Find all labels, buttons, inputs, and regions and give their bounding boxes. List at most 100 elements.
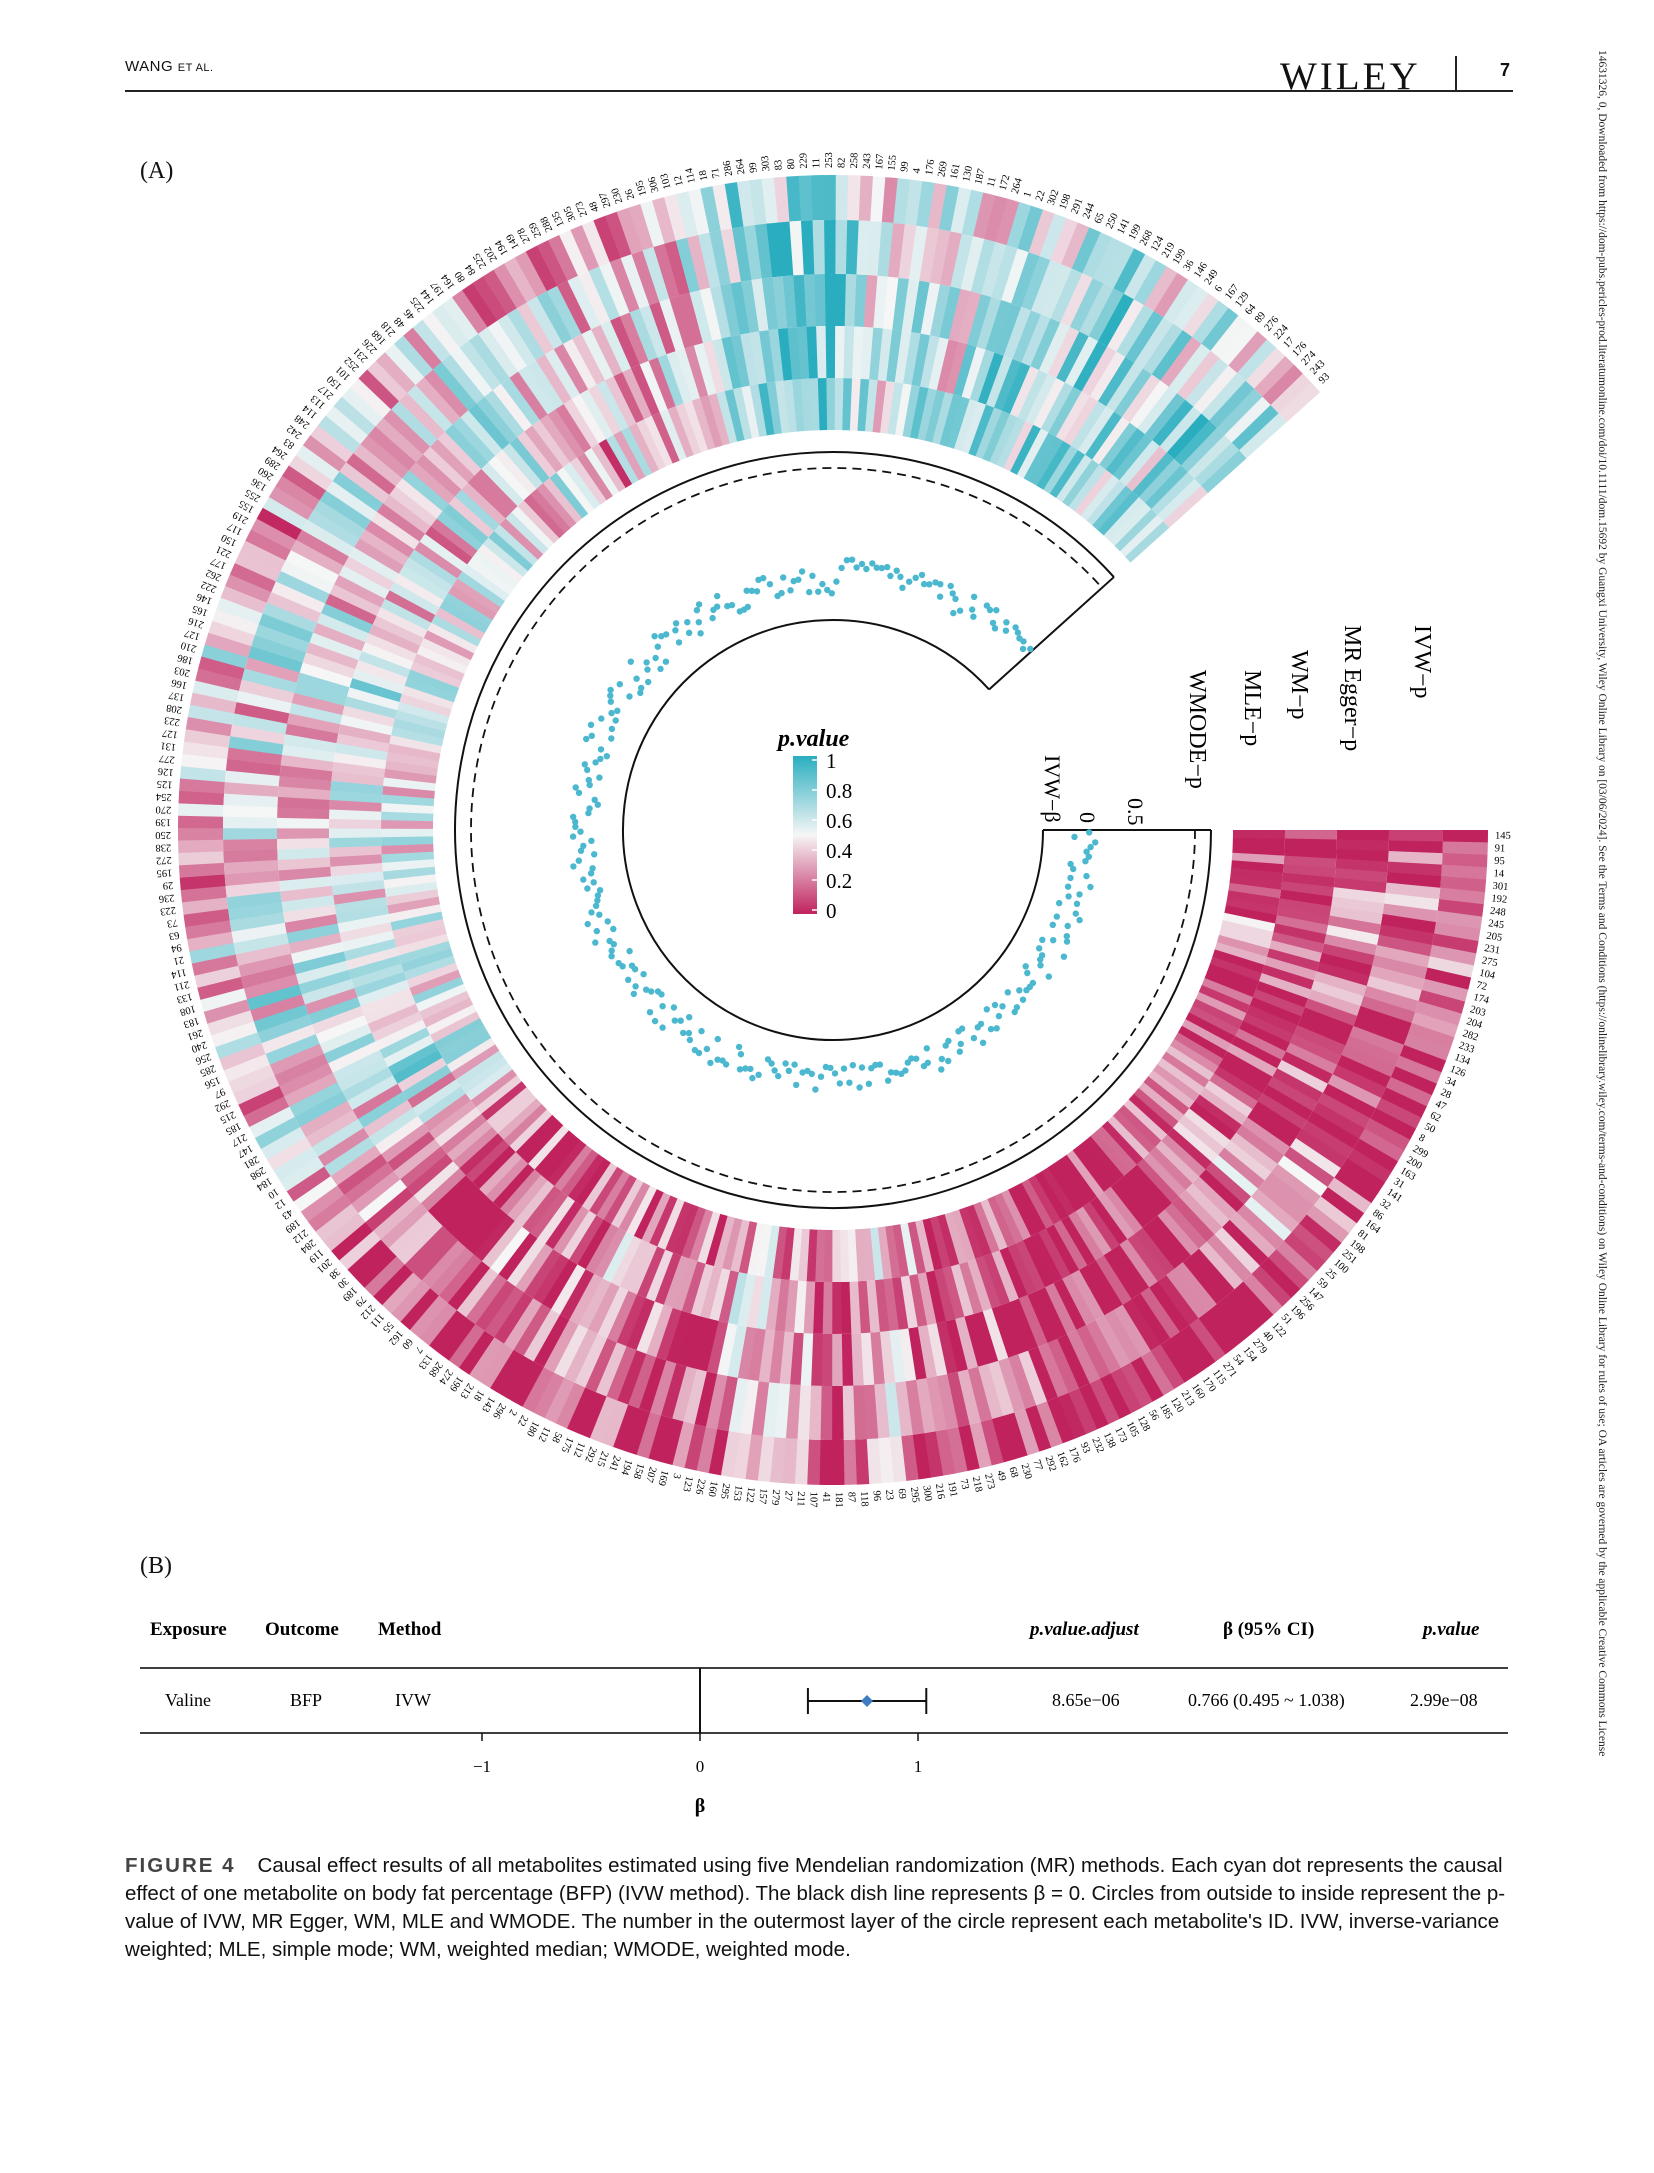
beta-dot [970, 1034, 978, 1042]
heatmap-cell [655, 1307, 682, 1361]
heatmap-cell [866, 221, 883, 276]
beta-dot [735, 1043, 743, 1051]
heatmap-cell [262, 602, 318, 633]
metabolite-id: 11 [986, 176, 999, 188]
heatmap-cell [981, 242, 1008, 298]
heatmap-cell [372, 1194, 421, 1240]
heatmap-cell [957, 1424, 980, 1472]
caption-text: Causal effect results of all metabolites… [125, 1854, 1506, 1961]
beta-dot [1076, 916, 1083, 924]
beta-dot [707, 1059, 714, 1067]
heatmap-cell [300, 1185, 345, 1222]
heatmap-cell [892, 277, 910, 331]
heatmap-cell [1177, 350, 1220, 401]
heatmap-cell [462, 282, 498, 328]
metabolite-id: 83 [773, 159, 785, 170]
heatmap-cell [1109, 502, 1152, 547]
metabolite-id: 272 [156, 854, 172, 866]
heatmap-cell [1025, 374, 1057, 425]
heatmap-cell [1442, 841, 1488, 856]
heatmap-cell [380, 1123, 430, 1163]
metabolite-id: 275 [1481, 955, 1499, 969]
heatmap-cell [279, 1062, 333, 1097]
heatmap-cell [1152, 399, 1194, 447]
heatmap-cell [228, 1064, 275, 1094]
heatmap-cell [224, 781, 279, 797]
heatmap-cell [533, 1314, 570, 1368]
metabolite-id: 65 [1093, 211, 1107, 225]
heatmap-cell [1017, 370, 1049, 422]
heatmap-cell [718, 1270, 739, 1323]
beta-dots [569, 556, 1099, 1093]
heatmap-cell [486, 1086, 532, 1128]
heatmap-cell [1249, 997, 1302, 1026]
heatmap-cell [1097, 357, 1135, 407]
heatmap-cell [1173, 420, 1218, 466]
beta-dot [580, 876, 587, 883]
beta-dot [799, 1069, 806, 1076]
heatmap-cell [181, 896, 229, 915]
heatmap-cell [277, 806, 330, 820]
beta-dot [569, 833, 577, 840]
heatmap-cell [636, 1246, 666, 1298]
heatmap-cell [282, 744, 336, 762]
heatmap-cell [308, 996, 361, 1025]
heatmap-cell [737, 1326, 757, 1380]
heatmap-cell [1105, 428, 1146, 476]
header-method: Method [378, 1619, 442, 1640]
metabolite-id: 250 [155, 829, 171, 840]
heatmap-cell [222, 827, 278, 840]
heatmap-cell [1352, 1138, 1399, 1173]
heatmap-cell [950, 233, 974, 289]
heatmap-cell [577, 1391, 607, 1439]
heatmap-cell [381, 851, 435, 863]
heatmap-cell [544, 1200, 583, 1250]
heatmap-cell [1395, 1055, 1442, 1085]
beta-dot [614, 707, 621, 714]
heatmap-cell [1250, 1188, 1300, 1233]
heatmap-cell [659, 298, 686, 352]
metabolite-id: 23 [883, 1489, 895, 1500]
heatmap-cell [680, 1206, 706, 1259]
heatmap-cell [472, 550, 519, 589]
beta-dot [1039, 936, 1046, 943]
heatmap-cell [1306, 1205, 1350, 1244]
beta-dot [987, 1025, 995, 1033]
heatmap-cell [1099, 422, 1138, 470]
beta-dot [596, 774, 603, 781]
heatmap-cell [1021, 256, 1051, 311]
heatmap-cell [1187, 435, 1233, 480]
metabolite-id: 295 [718, 1482, 731, 1499]
heatmap-cell [472, 276, 508, 321]
heatmap-cell [1441, 853, 1488, 868]
beta-dot [970, 613, 977, 620]
heatmap-cell [457, 1201, 501, 1248]
row-pvalue: 2.99e−08 [1410, 1690, 1478, 1710]
heatmap-cell [1159, 406, 1202, 453]
heatmap-cell [666, 351, 693, 404]
heatmap-cell [434, 1106, 482, 1147]
heatmap-cell [247, 645, 303, 673]
heatmap-cell [239, 679, 295, 704]
heatmap-cell [889, 1436, 907, 1483]
beta-dot [597, 755, 604, 763]
heatmap-cell [389, 581, 440, 616]
heatmap-cell [532, 1372, 565, 1419]
heatmap-cell [1440, 876, 1487, 893]
heatmap-cell [877, 328, 893, 382]
heatmap-cell [285, 549, 340, 585]
heatmap-cell [1068, 464, 1107, 512]
heatmap-cell [302, 434, 347, 472]
beta-dot [989, 619, 997, 627]
heatmap-cell [330, 780, 384, 795]
heatmap-cell [323, 1136, 376, 1177]
heatmap-cell [243, 1095, 290, 1128]
heatmap-cell [394, 709, 448, 732]
heatmap-cell [1307, 989, 1361, 1017]
heatmap-cell [1252, 1101, 1302, 1139]
beta-dot [633, 675, 640, 682]
metabolite-id: 216 [187, 615, 205, 630]
metabolite-id: 87 [845, 1492, 856, 1503]
heatmap-cell [1125, 311, 1164, 363]
beta-dot [581, 761, 588, 768]
